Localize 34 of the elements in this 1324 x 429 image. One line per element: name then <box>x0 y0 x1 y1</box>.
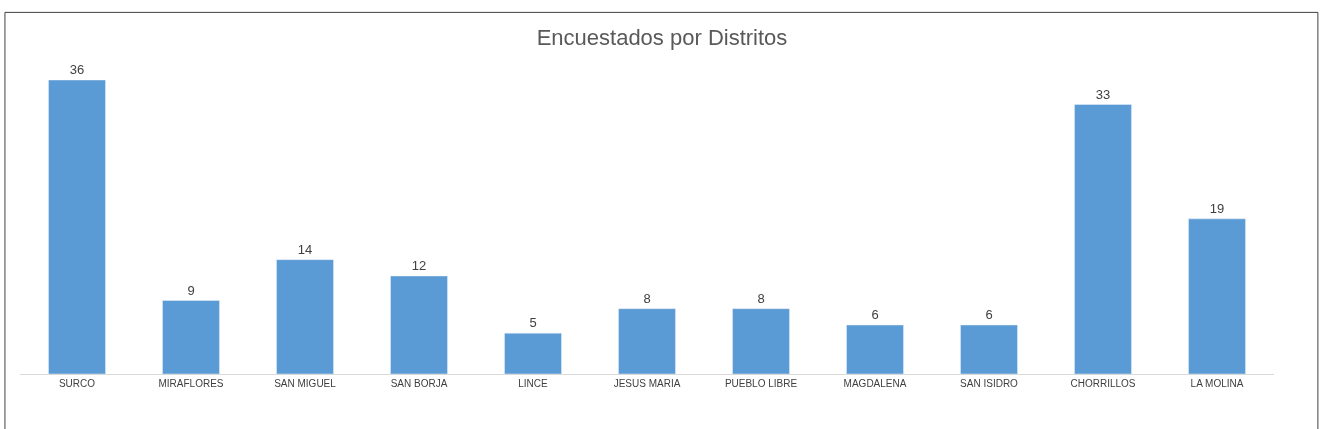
data-label: 14 <box>297 241 313 257</box>
data-label: 6 <box>985 307 993 322</box>
data-label: 33 <box>1095 86 1111 102</box>
bar <box>1188 218 1246 374</box>
bar <box>48 80 106 374</box>
bar <box>276 259 334 374</box>
data-label: 5 <box>529 315 537 331</box>
x-tick-label: SAN ISIDRO <box>960 378 1019 389</box>
x-tick-label: SAN MIGUEL <box>274 378 337 389</box>
x-tick-label: PUEBLO LIBRE <box>724 378 798 389</box>
bar <box>390 275 448 374</box>
chart-title: Encuestados por Distritos <box>536 25 788 51</box>
data-label: 36 <box>69 62 85 77</box>
x-tick-label: CHORRILLOS <box>1070 378 1136 389</box>
bar <box>618 308 676 374</box>
x-tick-label: LA MOLINA <box>1190 378 1244 389</box>
data-label: 8 <box>757 290 765 306</box>
bar <box>504 332 562 374</box>
bar <box>162 300 220 374</box>
x-tick-label: SAN BORJA <box>390 378 448 389</box>
data-label: 9 <box>187 282 195 298</box>
x-tick-label: MIRAFLORES <box>158 378 224 389</box>
data-label: 6 <box>871 307 879 322</box>
bar <box>732 308 790 374</box>
x-tick-label: JESUS MARIA <box>613 378 681 389</box>
data-label: 19 <box>1209 200 1225 216</box>
data-label: 12 <box>411 258 427 273</box>
x-tick-label: MAGDALENA <box>843 378 907 389</box>
bar <box>1074 104 1132 374</box>
bar <box>846 324 904 374</box>
x-tick-label: SURCO <box>58 378 96 389</box>
bar <box>960 324 1018 374</box>
data-label: 8 <box>643 290 651 306</box>
x-tick-label: LINCE <box>518 378 549 389</box>
